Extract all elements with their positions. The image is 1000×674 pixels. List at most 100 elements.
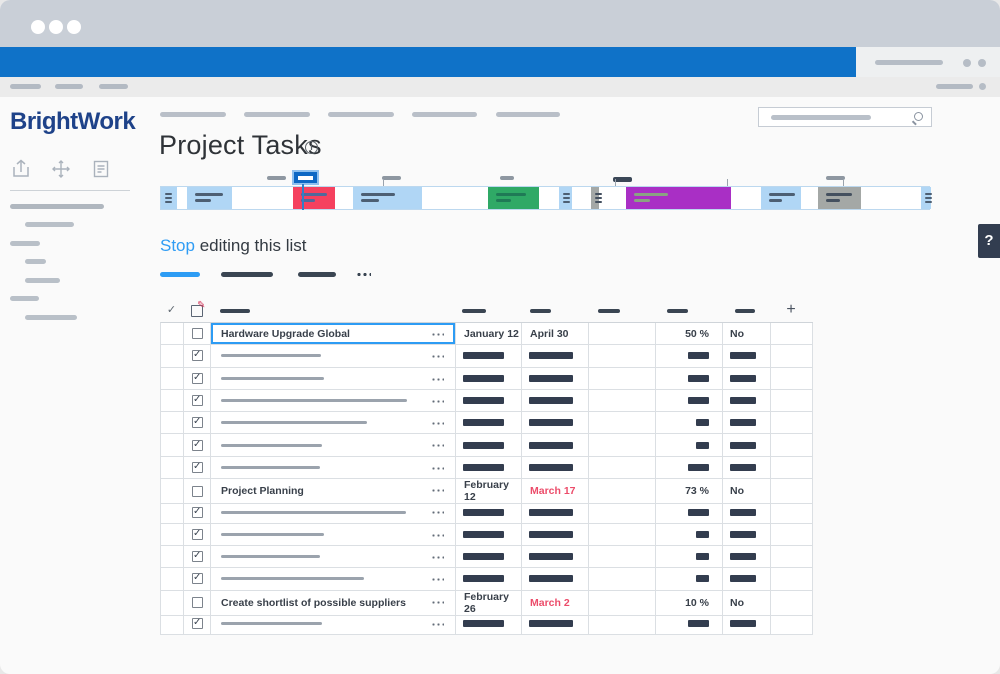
nav-link-placeholder[interactable] xyxy=(10,84,41,89)
percent-complete-cell[interactable] xyxy=(656,568,723,591)
row-checkbox-cell[interactable] xyxy=(184,345,211,368)
timeline-menu-segment[interactable] xyxy=(161,187,177,209)
extra-cell[interactable] xyxy=(771,545,813,569)
milestone-cell[interactable]: No xyxy=(723,479,771,505)
start-date-cell[interactable] xyxy=(456,545,522,569)
row-menu-icon[interactable] xyxy=(431,399,444,403)
assigned-cell[interactable] xyxy=(589,345,656,368)
row-checkbox-cell[interactable] xyxy=(184,479,211,505)
task-name-cell[interactable]: Create shortlist of possible suppliers xyxy=(211,590,456,616)
tab-placeholder[interactable] xyxy=(298,272,336,277)
row-select-cell[interactable] xyxy=(161,545,184,569)
row-select-cell[interactable] xyxy=(161,612,184,636)
row-select-cell[interactable] xyxy=(161,434,184,457)
row-checkbox[interactable] xyxy=(191,461,203,473)
start-date-cell[interactable] xyxy=(456,523,522,546)
start-date-cell[interactable] xyxy=(456,367,522,390)
sidebar-item-placeholder[interactable] xyxy=(10,296,39,301)
task-name[interactable]: Hardware Upgrade Global xyxy=(221,327,350,340)
column-header-assigned[interactable] xyxy=(588,300,655,322)
row-checkbox-cell[interactable] xyxy=(184,412,211,435)
timeline-task-segment[interactable] xyxy=(293,187,335,209)
percent-complete-cell[interactable]: 73 % xyxy=(656,479,723,505)
assigned-cell[interactable] xyxy=(589,501,656,524)
row-checkbox-cell[interactable] xyxy=(184,367,211,390)
task-name-cell[interactable] xyxy=(211,523,456,546)
row-select-cell[interactable] xyxy=(161,523,184,546)
due-date-cell[interactable] xyxy=(522,456,589,480)
due-date-cell[interactable]: March 17 xyxy=(522,479,589,505)
move-icon[interactable] xyxy=(50,158,72,180)
extra-cell[interactable] xyxy=(771,367,813,390)
row-select-cell[interactable] xyxy=(161,367,184,390)
suite-link-placeholder[interactable] xyxy=(875,60,943,65)
row-menu-icon[interactable] xyxy=(431,600,444,604)
window-minimize-button[interactable] xyxy=(49,20,63,34)
row-menu-icon[interactable] xyxy=(431,355,444,359)
percent-complete-cell[interactable] xyxy=(656,523,723,546)
due-date-cell[interactable] xyxy=(522,412,589,435)
assigned-cell[interactable] xyxy=(589,367,656,390)
percent-complete-cell[interactable] xyxy=(656,456,723,480)
extra-cell[interactable] xyxy=(771,389,813,413)
column-header-percent[interactable] xyxy=(655,300,722,322)
assigned-cell[interactable] xyxy=(589,412,656,435)
timeline-task-segment[interactable] xyxy=(818,187,861,209)
row-checkbox-cell[interactable] xyxy=(184,545,211,569)
percent-complete-cell[interactable]: 50 % xyxy=(656,323,723,346)
row-checkbox-cell[interactable] xyxy=(184,590,211,616)
timeline-task-segment[interactable] xyxy=(353,187,422,209)
help-button[interactable]: ? xyxy=(978,224,1000,258)
row-checkbox-cell[interactable] xyxy=(184,456,211,480)
assigned-cell[interactable] xyxy=(589,523,656,546)
milestone-cell[interactable] xyxy=(723,501,771,524)
due-date-cell[interactable]: March 2 xyxy=(522,590,589,616)
extra-cell[interactable] xyxy=(771,523,813,546)
task-name-cell[interactable] xyxy=(211,412,456,435)
row-menu-icon[interactable] xyxy=(431,466,444,470)
percent-complete-cell[interactable] xyxy=(656,545,723,569)
task-name-cell[interactable] xyxy=(211,367,456,390)
assigned-cell[interactable] xyxy=(589,590,656,616)
row-checkbox[interactable] xyxy=(191,416,203,429)
sidebar-item-placeholder[interactable] xyxy=(25,222,74,227)
row-checkbox-cell[interactable] xyxy=(184,389,211,413)
assigned-cell[interactable] xyxy=(589,545,656,569)
info-icon[interactable]: i xyxy=(305,141,318,154)
milestone-cell[interactable] xyxy=(723,389,771,413)
assigned-cell[interactable] xyxy=(589,612,656,636)
column-header-due[interactable] xyxy=(521,300,588,322)
row-checkbox[interactable] xyxy=(191,328,203,340)
task-name[interactable]: Create shortlist of possible suppliers xyxy=(221,596,406,609)
row-checkbox-cell[interactable] xyxy=(184,568,211,591)
task-name-cell[interactable] xyxy=(211,389,456,413)
milestone-cell[interactable] xyxy=(723,434,771,457)
milestone-cell[interactable] xyxy=(723,545,771,569)
milestone-cell[interactable] xyxy=(723,412,771,435)
extra-cell[interactable] xyxy=(771,323,813,346)
breadcrumb-link-placeholder[interactable] xyxy=(328,112,394,117)
add-column-button[interactable]: + xyxy=(786,301,796,318)
breadcrumb-link-placeholder[interactable] xyxy=(244,112,310,117)
tabs-more-icon[interactable] xyxy=(356,273,371,276)
row-checkbox[interactable] xyxy=(191,550,203,563)
row-menu-icon[interactable] xyxy=(431,533,444,537)
suite-icon-dot[interactable] xyxy=(963,59,971,67)
assigned-cell[interactable] xyxy=(589,568,656,591)
due-date-cell[interactable] xyxy=(522,501,589,524)
extra-cell[interactable] xyxy=(771,434,813,457)
row-menu-icon[interactable] xyxy=(431,555,444,559)
sidebar-item-placeholder[interactable] xyxy=(25,259,46,264)
row-checkbox[interactable] xyxy=(191,617,203,629)
start-date-cell[interactable] xyxy=(456,612,522,636)
timeline-menu-segment[interactable] xyxy=(921,187,932,209)
start-date-cell[interactable] xyxy=(456,434,522,457)
percent-complete-cell[interactable]: 10 % xyxy=(656,590,723,616)
column-header-milestone[interactable] xyxy=(722,300,770,322)
row-select-cell[interactable] xyxy=(161,412,184,435)
due-date-cell[interactable] xyxy=(522,434,589,457)
assigned-cell[interactable] xyxy=(589,434,656,457)
due-date-cell[interactable] xyxy=(522,367,589,390)
row-menu-icon[interactable] xyxy=(431,578,444,582)
extra-cell[interactable] xyxy=(771,590,813,616)
